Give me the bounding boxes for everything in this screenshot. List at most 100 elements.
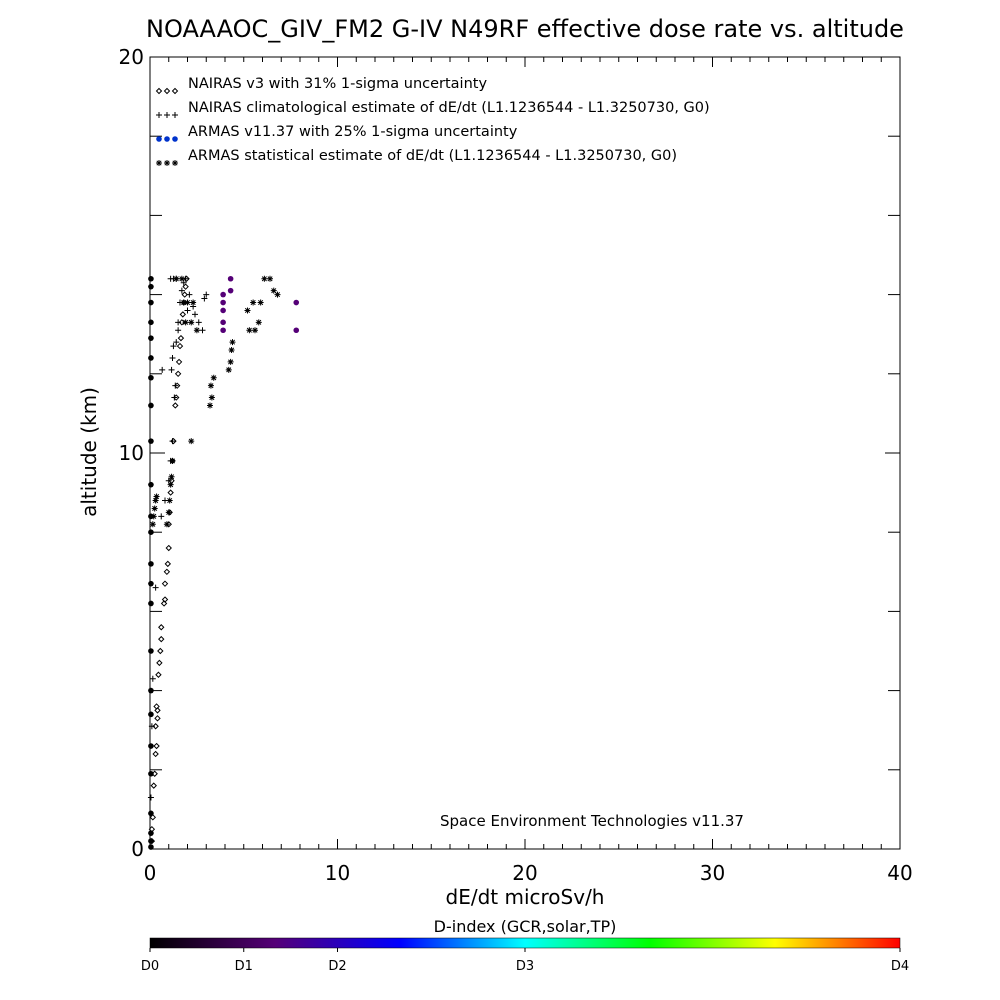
legend-marker (156, 112, 162, 118)
point-series-2 (293, 327, 300, 334)
point-series-3 (227, 358, 234, 365)
point-series-0 (163, 568, 171, 576)
point-series-0 (154, 715, 161, 722)
point-series-3 (168, 473, 175, 480)
point-series-1 (168, 366, 175, 373)
credit-text: Space Environment Technologies v11.37 (440, 812, 744, 830)
point-series-2 (148, 600, 154, 607)
point-series-1 (199, 327, 206, 334)
point-series-0 (158, 635, 165, 643)
point-series-3 (166, 497, 173, 504)
colorbar-tick-label: D2 (328, 959, 346, 974)
point-series-2 (148, 402, 154, 409)
point-series-0 (172, 402, 179, 409)
legend-marker (156, 136, 162, 142)
point-series-3 (167, 481, 174, 488)
point-series-3 (225, 366, 232, 373)
legend-entry-label: ARMAS statistical estimate of dE/dt (L1.… (188, 148, 677, 164)
point-series-2 (148, 319, 154, 326)
colorbar-tick-label: D1 (235, 959, 253, 974)
point-series-1 (148, 723, 155, 730)
point-series-3 (163, 521, 170, 528)
point-series-0 (161, 580, 169, 587)
point-series-3 (180, 299, 187, 306)
point-series-2 (148, 743, 154, 749)
y-tick-label: 20 (119, 45, 144, 69)
legend-marker (172, 160, 178, 166)
plot-frame (149, 56, 901, 850)
point-series-1 (195, 319, 202, 326)
colorbar (149, 937, 901, 949)
point-series-2 (148, 275, 154, 282)
point-series-1 (170, 343, 177, 350)
point-series-1 (149, 675, 156, 682)
y-tick-label: 0 (131, 837, 144, 861)
point-series-2 (148, 529, 154, 535)
point-series-2 (148, 335, 154, 341)
point-series-2 (148, 299, 154, 306)
point-series-2 (148, 648, 154, 654)
point-series-3 (250, 299, 257, 306)
legend-marker (155, 87, 163, 95)
point-series-3 (150, 513, 157, 520)
point-series-1 (178, 287, 185, 294)
point-series-0 (158, 624, 165, 631)
legend-marker (164, 112, 170, 118)
point-series-3 (184, 299, 191, 306)
point-series-1 (175, 319, 182, 326)
point-series-3 (261, 275, 268, 282)
point-series-3 (257, 299, 264, 306)
point-series-3 (228, 347, 235, 354)
x-axis-label: dE/dt microSv/h (446, 885, 605, 909)
point-series-1 (192, 311, 198, 318)
point-series-0 (149, 814, 157, 821)
point-series-1 (175, 327, 182, 334)
point-series-3 (169, 457, 176, 464)
point-series-3 (151, 505, 158, 512)
point-series-3 (153, 493, 160, 500)
point-series-2 (220, 327, 226, 334)
point-series-3 (229, 339, 236, 346)
point-series-3 (252, 327, 258, 334)
point-series-0 (164, 560, 172, 568)
point-series-3 (244, 307, 251, 314)
point-series-0 (161, 596, 169, 603)
point-series-2 (220, 299, 226, 306)
point-series-1 (147, 794, 154, 801)
point-series-1 (152, 584, 159, 591)
legend-marker (172, 136, 178, 142)
point-series-2 (293, 299, 300, 306)
x-tick-label: 40 (887, 861, 912, 885)
point-series-2 (148, 580, 154, 587)
point-series-1 (184, 307, 191, 314)
point-series-0 (150, 782, 157, 789)
point-series-2 (148, 374, 154, 381)
point-series-1 (171, 394, 178, 401)
legend-marker (163, 87, 171, 95)
point-series-2 (148, 438, 154, 444)
point-series-0 (182, 283, 189, 290)
colorbar-tick-label: D0 (141, 959, 159, 974)
point-series-1 (169, 438, 176, 445)
point-series-2 (148, 561, 154, 567)
legend-marker (156, 160, 162, 166)
point-series-2 (148, 844, 154, 850)
y-tick-label: 10 (119, 441, 144, 465)
point-series-3 (193, 327, 200, 334)
point-series-2 (148, 711, 154, 718)
point-series-0 (183, 275, 190, 282)
point-series-3 (210, 374, 217, 381)
axes: 0 10 20 30 40 0 10 20 (119, 45, 913, 885)
point-series-3 (190, 299, 197, 306)
point-series-3 (255, 319, 262, 326)
point-series-3 (274, 291, 281, 298)
x-tick-label: 10 (325, 861, 350, 885)
point-series-2 (148, 687, 154, 694)
point-series-2 (148, 810, 154, 817)
point-series-0 (152, 723, 159, 730)
point-series-1 (173, 339, 180, 346)
point-series-0 (156, 659, 163, 667)
legend-marker (164, 160, 170, 166)
point-series-3 (188, 319, 195, 326)
legend-marker (171, 87, 179, 95)
